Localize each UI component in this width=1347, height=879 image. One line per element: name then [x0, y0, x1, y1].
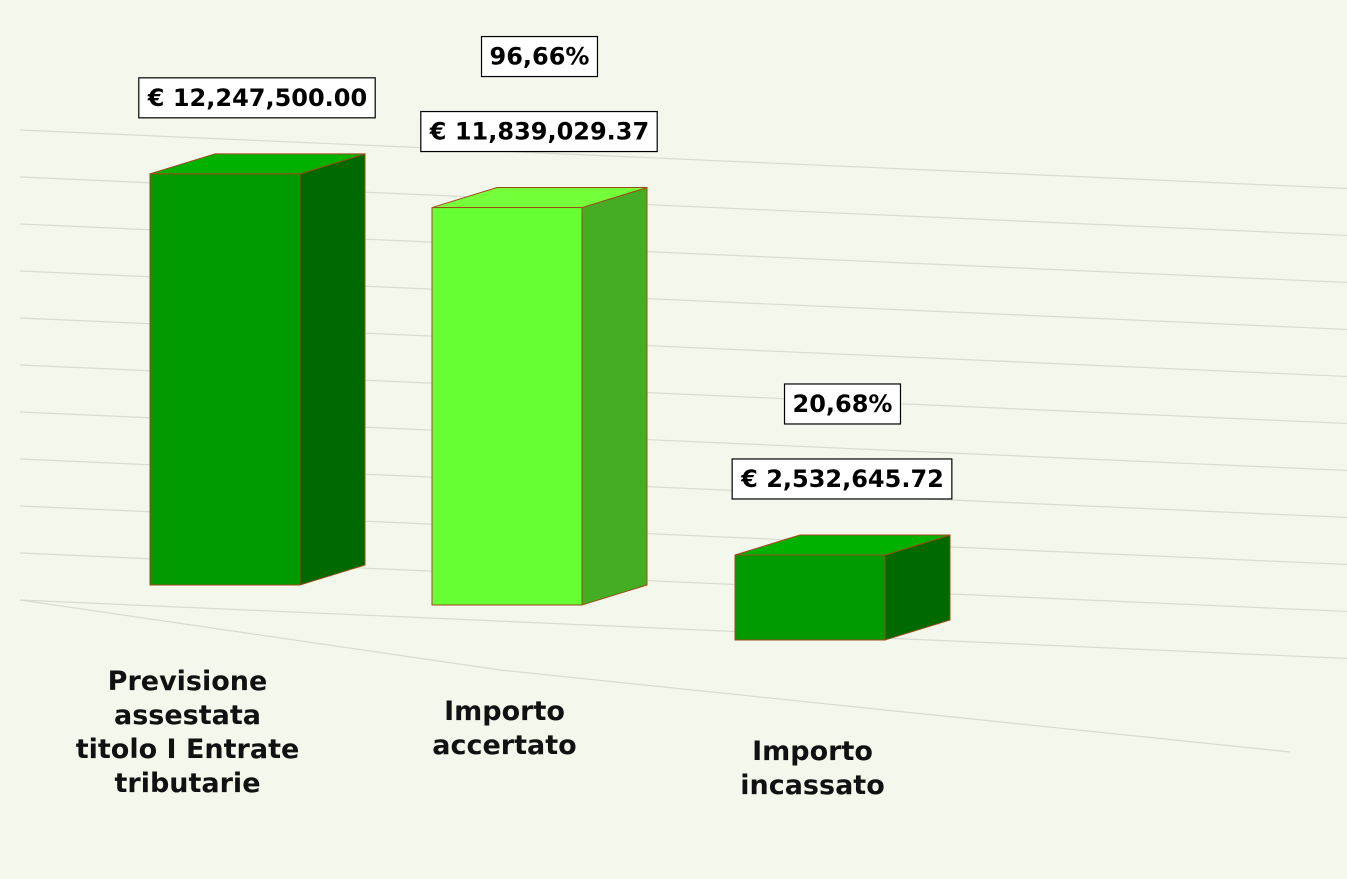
percent-label-box: [480, 35, 599, 78]
value-label-box: [731, 458, 953, 500]
value-label: € 11,839,029.37: [429, 118, 649, 146]
bar-front: [734, 554, 886, 641]
percent-label: 20,68%: [793, 390, 893, 418]
percent-label: 96,66%: [490, 43, 590, 71]
category-label: Previsione assestata titolo I Entrate tr…: [75, 666, 300, 799]
value-label-box: [420, 110, 658, 153]
bar-front: [149, 173, 301, 586]
bar-side: [299, 153, 366, 586]
bar-front: [431, 207, 583, 606]
value-label: € 2,532,645.72: [740, 465, 944, 493]
grid-line: [19, 129, 1347, 190]
value-label-box: [138, 77, 376, 119]
bar: [734, 534, 951, 641]
floor-line: [499, 669, 1291, 753]
floor-line: [19, 599, 501, 671]
bar-side: [581, 186, 648, 606]
value-label: € 12,247,500.00: [147, 84, 367, 112]
bar: [149, 153, 366, 586]
percent-label-box: [783, 383, 902, 425]
grid-line: [19, 599, 1347, 660]
bar: [431, 186, 648, 606]
category-label: Importo accertato: [432, 696, 577, 761]
category-label: Importo incassato: [740, 736, 885, 801]
